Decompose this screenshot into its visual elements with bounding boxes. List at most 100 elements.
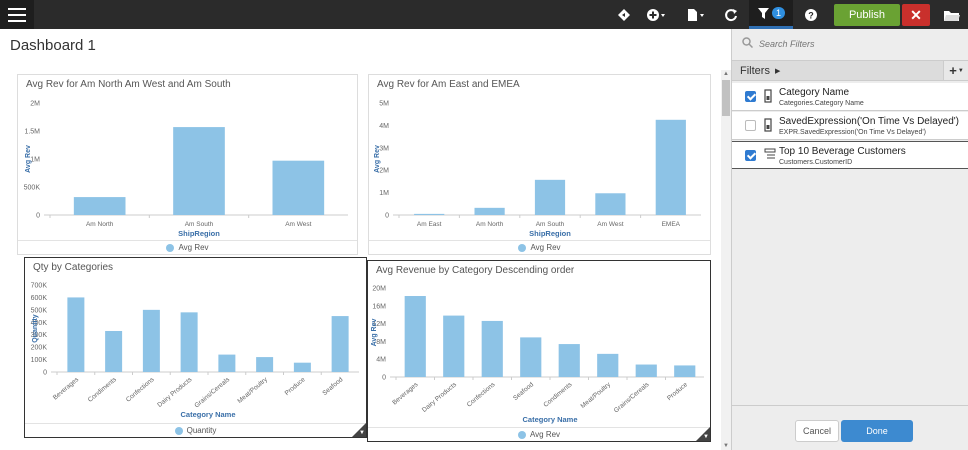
add-filter-button[interactable]: + ▼ [943, 61, 968, 80]
chart-card-avg-revenue-desc[interactable]: Avg Revenue by Category Descending order… [367, 260, 711, 442]
y-tick-label: 2M [30, 101, 40, 108]
y-tick-label: 700K [31, 283, 48, 290]
chart-card-avg-rev-east-emea[interactable]: Avg Rev for Am East and EMEA 0 1M 2M 3M 4M 5M… [368, 74, 711, 255]
bar[interactable] [404, 296, 426, 377]
diamond-nav-button[interactable] [612, 0, 636, 29]
y-axis-label: Avg Rev [25, 145, 32, 173]
filter-source: Categories.Category Name [779, 100, 864, 107]
close-button[interactable]: ✕ [902, 4, 930, 26]
bar[interactable] [331, 316, 349, 372]
chart-legend[interactable]: Avg Rev [18, 243, 357, 252]
chart-legend[interactable]: Quantity [25, 426, 366, 435]
bar[interactable] [655, 119, 686, 215]
bar-chart: 0 1M 2M 3M 4M 5M Avg Rev Am East Am North Am Sout… [374, 101, 701, 238]
bar[interactable] [474, 207, 505, 215]
y-tick-label: 300K [31, 332, 48, 339]
filter-row-category-name[interactable]: Category Name Categories.Category Name [732, 83, 968, 111]
bar[interactable] [67, 297, 85, 372]
y-tick-label: 0 [382, 375, 386, 382]
bar[interactable] [674, 365, 696, 377]
x-tick-label: Grains/Cereals [613, 381, 651, 415]
done-button[interactable]: Done [841, 420, 913, 442]
bar[interactable] [256, 357, 274, 372]
y-tick-label: 12M [372, 321, 386, 328]
chart-card-avg-rev-americas[interactable]: Avg Rev for Am North Am West and Am Sout… [17, 74, 358, 255]
bar[interactable] [180, 312, 198, 372]
bar[interactable] [534, 179, 566, 215]
bar[interactable] [414, 213, 445, 215]
filter-checkbox[interactable] [745, 120, 756, 131]
bar[interactable] [173, 127, 225, 215]
filters-header[interactable]: Filters ▶ + ▼ [732, 60, 968, 81]
bar[interactable] [105, 330, 123, 372]
bar[interactable] [558, 344, 580, 377]
y-tick-label: 20M [372, 286, 386, 293]
y-tick-label: 4M [376, 357, 386, 364]
y-tick-label: 200K [31, 345, 48, 352]
filters-toggle-button[interactable]: 1 [749, 0, 793, 29]
x-axis-label: ShipRegion [529, 229, 571, 238]
filter-row-saved-expression[interactable]: SavedExpression('On Time Vs Delayed') EX… [732, 112, 968, 140]
scroll-down-icon[interactable]: ▼ [723, 443, 729, 449]
bar[interactable] [443, 315, 465, 377]
x-tick-label: EMEA [662, 221, 681, 228]
chart-legend[interactable]: Avg Rev [368, 430, 710, 439]
bar[interactable] [481, 320, 503, 377]
add-menu-button[interactable] [643, 0, 669, 29]
legend-swatch [174, 426, 183, 435]
filter-icon: ▼ [703, 434, 709, 440]
top-toolbar: 1 ? Publish ✕ [0, 0, 968, 29]
legend-swatch [518, 243, 527, 252]
help-button[interactable]: ? [800, 0, 822, 29]
filter-search-input[interactable] [759, 39, 939, 49]
bar[interactable] [218, 354, 236, 372]
bar[interactable] [595, 193, 626, 215]
hamburger-menu-button[interactable] [0, 0, 34, 29]
y-tick-label: 4M [379, 123, 389, 130]
y-tick-label: 500K [24, 185, 41, 192]
x-tick-label: Condiments [542, 381, 574, 409]
x-tick-label: Produce [284, 376, 307, 397]
chevron-right-icon: ▶ [774, 67, 781, 75]
bar[interactable] [272, 160, 325, 215]
filter-checkbox[interactable] [745, 91, 756, 102]
bar[interactable] [73, 197, 126, 215]
folder-button[interactable] [936, 0, 968, 29]
chart-title: Avg Rev for Am North Am West and Am Sout… [26, 79, 231, 90]
chart-card-qty-by-categories[interactable]: Qty by Categories 0 100K 200K 300K 400K 500K 6… [24, 257, 367, 438]
y-tick-label: 8M [376, 339, 386, 346]
chart-legend[interactable]: Avg Rev [369, 243, 710, 252]
filter-row-top-10-beverage[interactable]: Top 10 Beverage Customers Customers.Cust… [732, 141, 968, 169]
legend-label: Avg Rev [178, 243, 209, 252]
bar[interactable] [597, 353, 619, 377]
y-tick-label: 600K [31, 295, 48, 302]
filter-source: EXPR.SavedExpression('On Time Vs Delayed… [779, 129, 927, 136]
filters-panel: Filters ▶ +▼ Category Name Categories.Ca… [731, 29, 968, 450]
y-tick-label: 0 [36, 213, 40, 220]
chart-title: Avg Rev for Am East and EMEA [377, 79, 520, 90]
card-filter-corner[interactable] [696, 427, 710, 441]
scrollbar-thumb[interactable] [722, 80, 730, 116]
filters-panel-footer: Cancel Done [732, 405, 968, 450]
filter-checkbox[interactable] [745, 150, 756, 161]
file-menu-button[interactable] [682, 0, 708, 29]
publish-button[interactable]: Publish [834, 4, 900, 26]
card-filter-corner[interactable] [352, 423, 366, 437]
filter-icon [757, 7, 769, 19]
dashboard-scrollbar[interactable]: ▲ ▼ [721, 70, 731, 450]
bar[interactable] [142, 309, 160, 372]
y-tick-label: 16M [372, 303, 386, 310]
cancel-button[interactable]: Cancel [795, 420, 839, 442]
scroll-up-icon[interactable]: ▲ [723, 71, 729, 77]
filter-search-bar [732, 29, 968, 59]
x-axis-label: Category Name [522, 415, 577, 424]
x-tick-label: Meat/Poultry [580, 381, 613, 410]
chart-title: Avg Revenue by Category Descending order [376, 265, 575, 276]
bar[interactable] [635, 364, 657, 377]
bar[interactable] [520, 337, 542, 377]
bar[interactable] [293, 362, 311, 372]
x-tick-label: Am East [417, 221, 442, 228]
x-tick-label: Dairy Products [156, 376, 194, 409]
filters-header-label: Filters [740, 64, 770, 77]
refresh-button[interactable] [718, 0, 744, 29]
